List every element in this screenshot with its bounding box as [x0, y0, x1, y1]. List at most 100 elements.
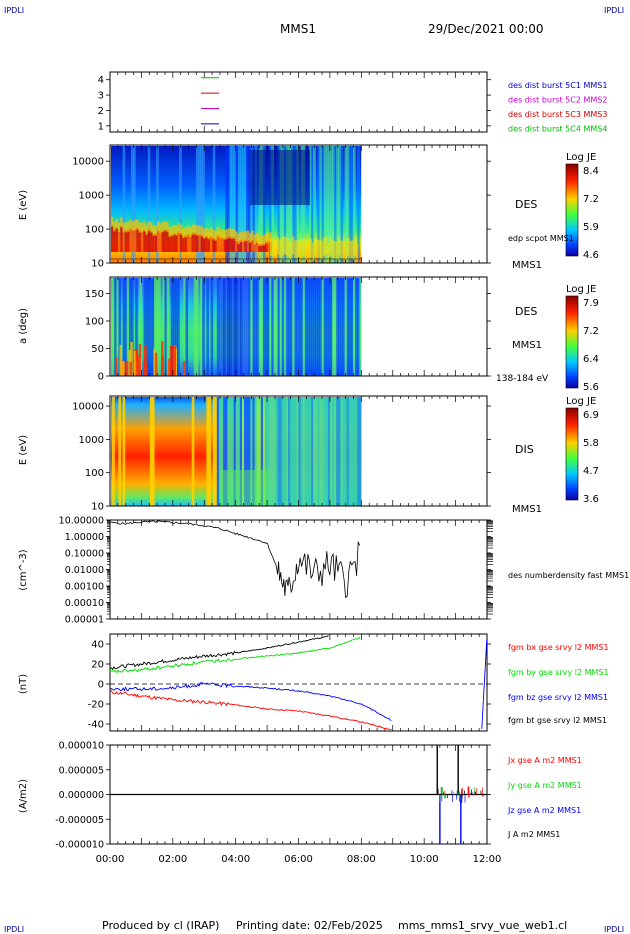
- des-energy-hot-band: [145, 232, 148, 252]
- des-energy-warm-band: [166, 221, 169, 232]
- des-energy-hot-band: [246, 238, 250, 252]
- des-energy-warm-band: [289, 241, 293, 260]
- des-energy-warm-band: [281, 237, 284, 256]
- pitch-hot-stripe: [135, 349, 139, 376]
- dis-energy-stripe: [254, 397, 258, 506]
- time-axis-label: 02:00: [158, 854, 187, 865]
- des-pitch-angle-stripe: [229, 278, 233, 376]
- des-energy-stripe: [327, 146, 331, 263]
- des-energy-warm-band: [232, 228, 236, 239]
- des-energy-warm-band: [258, 235, 261, 246]
- des-energy-warm-band: [140, 222, 144, 233]
- current-legend-bz: Jz gse A m2 MMS1: [507, 806, 581, 815]
- des-energy-stripe: [338, 146, 341, 263]
- bfield-frame: [109, 633, 488, 732]
- des-pitch-angle-stripe: [357, 278, 360, 376]
- des-energy-warm-band: [251, 230, 254, 241]
- des-energy-hot-band: [219, 236, 222, 252]
- des-energy-warm-band: [242, 231, 245, 242]
- des-energy-warm-band: [347, 237, 350, 256]
- des-energy-hot-band: [166, 229, 169, 252]
- des-pitch-angle-stripe: [206, 278, 210, 376]
- dis-energy-ytick-label: 10: [91, 502, 104, 513]
- des-energy-side-label: MMS1: [512, 260, 542, 271]
- des-pitch-angle-stripe: [112, 278, 115, 376]
- availability-ytick-label: 2: [98, 106, 104, 117]
- des-energy-hot-band: [226, 236, 229, 252]
- des-energy-warm-band: [333, 241, 337, 260]
- des-energy-warm-band: [287, 238, 290, 257]
- des-energy-hot-band: [216, 234, 220, 252]
- des-energy-warm-band: [269, 232, 273, 243]
- time-axis-label: 04:00: [221, 854, 250, 865]
- des-pitch-angle-stripe: [338, 278, 341, 376]
- des-energy-warm-band: [159, 223, 162, 234]
- des-energy-warm-band: [230, 228, 233, 239]
- des-energy-hot-band: [186, 233, 190, 252]
- des-energy-stripe: [244, 146, 247, 263]
- des-pitch-angle-stripe: [248, 278, 251, 376]
- dis-energy-stripe: [262, 397, 266, 506]
- des-energy-hot-band: [253, 242, 256, 252]
- des-energy-warm-band: [267, 232, 270, 243]
- des-energy-warm-band: [303, 237, 306, 256]
- des-energy-warm-band: [117, 222, 121, 233]
- time-axis-label: 06:00: [284, 854, 313, 865]
- des-pitch-angle-colorbar: [565, 295, 579, 389]
- des-energy-stripe: [317, 146, 321, 263]
- des-energy-warm-band: [253, 234, 256, 245]
- dis-energy-stripe: [237, 397, 241, 506]
- ipdl-bottom-left: IPDLI: [4, 925, 24, 934]
- des-pitch-angle-stripe: [124, 278, 128, 376]
- des-pitch-angle-stripe: [139, 278, 143, 376]
- des-pitch-angle-stripe: [126, 278, 130, 376]
- pitch-hot-stripe: [168, 358, 171, 376]
- des-pitch-angle-stripe: [174, 278, 178, 376]
- dis-energy-stripe: [239, 397, 243, 506]
- dis-energy-colorbar-tick: 3.6: [583, 494, 599, 505]
- des-energy-warm-band: [260, 235, 263, 246]
- printing-date-text: Printing date: 02/Feb/2025: [236, 919, 383, 932]
- des-energy-warm-band: [150, 222, 153, 233]
- des-energy-hot-band: [122, 230, 125, 252]
- density-ytick-label: 0.00001: [65, 615, 104, 626]
- bfield-legend-bz: fgm bz gse srvy l2 MMS1: [508, 693, 608, 702]
- des-pitch-angle-stripe: [170, 278, 174, 376]
- des-energy-stripe: [323, 146, 327, 263]
- des-energy-warm-band: [115, 218, 118, 229]
- des-pitch-angle-stripe: [149, 278, 153, 376]
- des-pitch-angle-stripe: [145, 278, 149, 376]
- des-energy-ytick-label: 10000: [72, 157, 104, 168]
- dis-energy-stripe: [218, 397, 222, 506]
- time-axis-label: 00:00: [96, 854, 125, 865]
- des-pitch-angle-stripe: [294, 278, 298, 376]
- des-pitch-angle-stripe: [269, 278, 272, 376]
- des-energy-hot-band: [117, 230, 121, 252]
- dis-energy-stripe: [118, 397, 122, 506]
- des-energy-warm-band: [249, 232, 252, 243]
- des-energy-hot-band: [196, 233, 199, 252]
- des-energy-stripe: [133, 146, 136, 263]
- dis-energy-stripe: [227, 397, 230, 506]
- des-energy-warm-band: [342, 241, 345, 260]
- des-pitch-angle-stripe: [336, 278, 339, 376]
- des-pitch-angle-stripe: [200, 278, 203, 376]
- density-legend: des numberdensity fast MMS1: [508, 571, 629, 580]
- dis-energy-stripe: [206, 397, 210, 506]
- des-pitch-angle-stripe: [130, 278, 134, 376]
- dis-energy-stripe: [212, 397, 216, 506]
- current-lines: [110, 745, 487, 844]
- des-pitch-angle-stripe: [231, 278, 235, 376]
- des-energy-stripe: [241, 146, 245, 263]
- dis-energy-stripe: [214, 397, 218, 506]
- des-pitch-angle-stripe: [288, 278, 291, 376]
- des-pitch-angle-colorbar-title: Log JE: [566, 284, 596, 295]
- des-pitch-angle-stripe: [239, 278, 243, 376]
- dis-energy-stripe: [208, 397, 212, 506]
- current-legend-bx: Jx gse A m2 MMS1: [507, 756, 582, 765]
- des-energy-warm-band: [283, 236, 286, 255]
- ipdl-top-right: IPDLI: [604, 6, 624, 15]
- dis-energy-image: [111, 397, 362, 506]
- des-energy-hot-band: [120, 225, 123, 252]
- des-energy-warm-band: [113, 221, 116, 232]
